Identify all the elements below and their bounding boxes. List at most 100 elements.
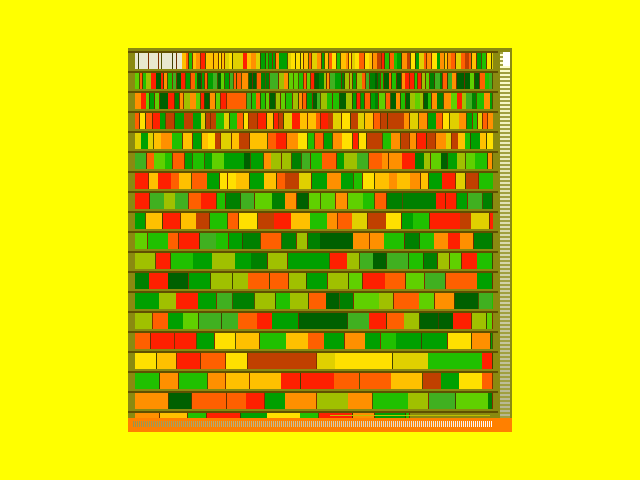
stripe-edge xyxy=(320,193,321,209)
row-separator xyxy=(128,131,498,133)
side-line xyxy=(500,332,510,334)
bottom-tick xyxy=(169,421,170,427)
stripe-edge xyxy=(247,353,248,369)
stripe xyxy=(148,133,154,149)
stripe xyxy=(452,133,458,149)
stripe xyxy=(492,293,493,309)
stripe xyxy=(222,313,238,329)
stripe xyxy=(403,193,420,209)
stripe xyxy=(200,233,216,249)
stripe xyxy=(208,73,213,89)
stripe xyxy=(448,53,451,69)
bottom-tick xyxy=(419,421,420,427)
stripe xyxy=(375,193,387,209)
stripe xyxy=(143,73,146,89)
bottom-tick xyxy=(445,421,446,427)
stripe xyxy=(270,93,276,109)
stripe-edge xyxy=(265,73,266,89)
stripe xyxy=(193,113,201,129)
stripe-edge xyxy=(437,253,438,269)
stripe xyxy=(394,293,419,309)
stripe xyxy=(410,133,417,149)
stripe xyxy=(368,213,386,229)
stripe-edge xyxy=(420,173,421,189)
stripe xyxy=(353,233,370,249)
side-line xyxy=(500,116,510,118)
stripe-edge xyxy=(252,73,253,89)
bottom-tick xyxy=(151,421,152,427)
stripe-edge xyxy=(275,293,276,309)
stripe-edge xyxy=(410,53,411,69)
stripe xyxy=(328,113,333,129)
stripe xyxy=(471,213,490,229)
stripe-edge xyxy=(419,233,420,249)
bottom-tick xyxy=(275,421,276,427)
stripe xyxy=(151,333,175,349)
stripe-edge xyxy=(191,393,192,409)
stripe xyxy=(219,53,222,69)
stripe xyxy=(255,193,272,209)
stripe-edge xyxy=(426,133,427,149)
stripe xyxy=(199,313,222,329)
stripe xyxy=(135,253,156,269)
stripe-edge xyxy=(312,93,313,109)
stripe xyxy=(264,153,271,169)
stripe-edge xyxy=(281,153,282,169)
stripe xyxy=(353,93,357,109)
side-line xyxy=(500,278,510,280)
stripe-edge xyxy=(273,113,274,129)
stripe-edge xyxy=(490,333,491,349)
bottom-tick xyxy=(165,421,166,427)
stripe xyxy=(446,133,452,149)
side-line xyxy=(500,362,510,364)
row-separator xyxy=(128,271,498,273)
stripe-edge xyxy=(461,253,462,269)
stripe xyxy=(460,73,465,89)
side-line xyxy=(500,388,510,390)
stripe xyxy=(135,353,157,369)
stripe xyxy=(238,313,257,329)
row-separator xyxy=(128,51,498,53)
stripe-edge xyxy=(323,133,324,149)
stripe-edge xyxy=(219,173,220,189)
stripe xyxy=(385,273,406,289)
stripe-edge xyxy=(344,333,345,349)
stripe-edge xyxy=(444,53,445,69)
stripe-edge xyxy=(307,133,308,149)
stripe xyxy=(389,73,392,89)
stripe-edge xyxy=(456,193,457,209)
stripe xyxy=(261,93,266,109)
side-line xyxy=(500,298,510,300)
side-line xyxy=(500,326,510,328)
bottom-tick xyxy=(187,421,188,427)
stripe-edge xyxy=(200,53,201,69)
stripe xyxy=(373,393,408,409)
stripe-edge xyxy=(428,173,429,189)
stripe-edge xyxy=(492,153,493,169)
bottom-tick xyxy=(447,421,448,427)
side-line xyxy=(500,188,510,190)
stripe-edge xyxy=(172,153,173,169)
row-separator xyxy=(128,151,498,153)
stripe-edge xyxy=(492,333,493,349)
stripe-edge xyxy=(392,353,393,369)
stripe-edge xyxy=(401,53,402,69)
stripe xyxy=(428,353,454,369)
stripe-edge xyxy=(476,53,477,69)
stripe xyxy=(308,113,316,129)
bottom-tick xyxy=(369,421,370,427)
bottom-tick xyxy=(239,421,240,427)
side-line xyxy=(500,146,510,148)
stripe xyxy=(456,53,461,69)
side-line xyxy=(500,286,510,288)
stripe-edge xyxy=(209,213,210,229)
side-line xyxy=(500,66,510,68)
stripe xyxy=(366,353,393,369)
bottom-tick xyxy=(205,421,206,427)
side-line xyxy=(500,232,510,234)
stripe-edge xyxy=(256,73,257,89)
stripe xyxy=(387,313,404,329)
stripe xyxy=(339,73,342,89)
stripe-edge xyxy=(185,73,186,89)
stripe-edge xyxy=(152,313,153,329)
